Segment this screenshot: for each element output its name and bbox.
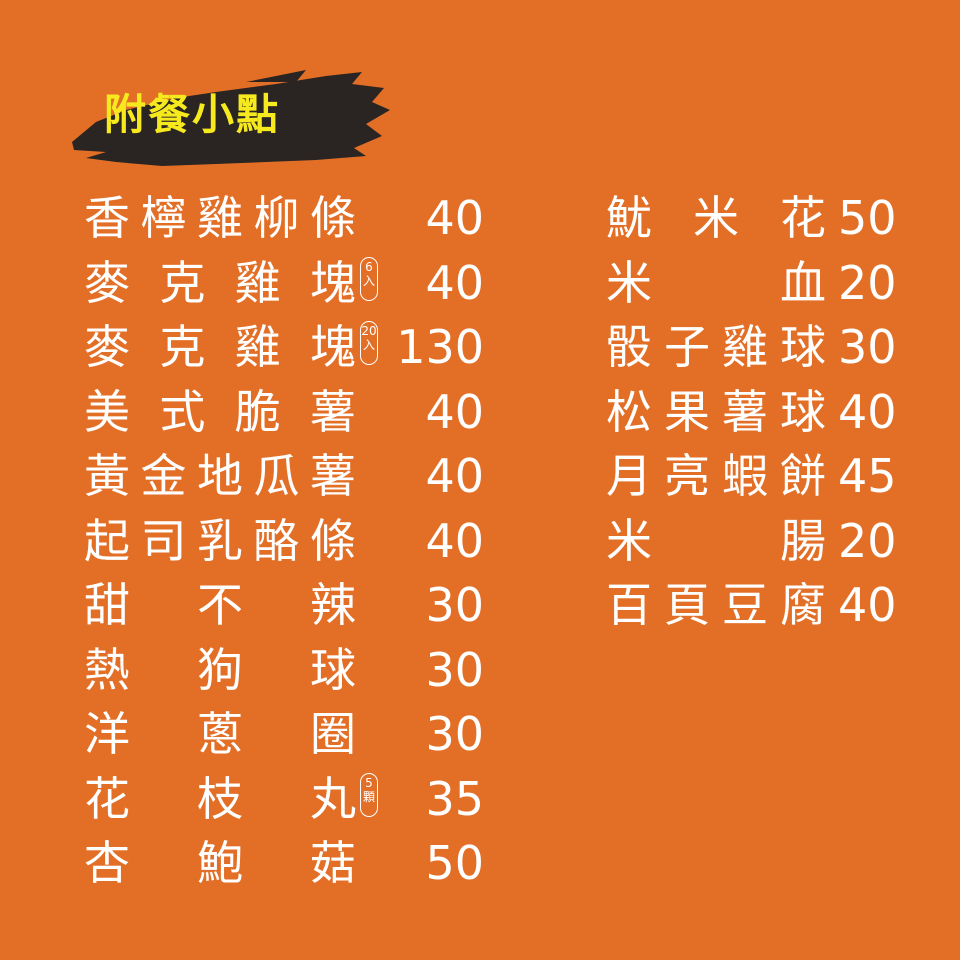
menu-item-price: 40 bbox=[425, 255, 484, 310]
brush-stroke-graphic bbox=[72, 70, 390, 166]
menu-item-name: 起司乳酪條 bbox=[84, 513, 356, 568]
menu-item-price: 40 bbox=[838, 578, 897, 632]
menu-item-name: 花枝丸 bbox=[84, 771, 356, 826]
menu-item-price: 30 bbox=[425, 707, 484, 761]
menu-item-name: 美式脆薯 bbox=[84, 384, 356, 439]
menu-item-name: 黃金地瓜薯 bbox=[84, 449, 356, 503]
menu-item-price: 30 bbox=[425, 642, 484, 697]
menu-item-name: 百頁豆腐 bbox=[606, 578, 826, 632]
menu-item-price: 40 bbox=[425, 513, 484, 568]
menu-item-name: 甜不辣 bbox=[84, 578, 356, 632]
menu-item-name: 洋蔥圈 bbox=[84, 707, 356, 761]
menu-item-name: 骰子雞球 bbox=[606, 320, 826, 374]
menu-item-price: 40 bbox=[425, 191, 484, 245]
menu-item-name: 杏鮑菇 bbox=[84, 836, 356, 890]
menu-item-price: 45 bbox=[838, 449, 897, 503]
menu-item-quantity-note: 6入 bbox=[360, 256, 378, 301]
title-banner bbox=[66, 62, 396, 170]
menu-item-name: 香檸雞柳條 bbox=[84, 191, 356, 245]
menu-item-price: 20 bbox=[838, 255, 897, 310]
page-title: 附餐小點 bbox=[104, 90, 281, 139]
menu-item-name: 麥克雞塊 bbox=[84, 255, 356, 310]
menu-item-price: 40 bbox=[838, 384, 897, 439]
menu-item-name: 松果薯球 bbox=[606, 384, 826, 439]
menu-item-price: 20 bbox=[838, 513, 897, 568]
menu-item-quantity-note: 20入 bbox=[360, 321, 378, 365]
menu-item-price: 30 bbox=[838, 320, 897, 374]
menu-item-name: 魷米花 bbox=[606, 191, 826, 245]
menu-item-price: 40 bbox=[425, 384, 484, 439]
menu-item-price: 30 bbox=[425, 578, 484, 632]
menu-item-price: 40 bbox=[425, 449, 484, 503]
menu-item-price: 130 bbox=[396, 320, 484, 374]
menu-item-price: 50 bbox=[838, 191, 897, 245]
menu-item-name: 月亮蝦餅 bbox=[606, 449, 826, 503]
menu-item-quantity-note: 5顆 bbox=[360, 772, 378, 817]
menu-item-name: 米血 bbox=[606, 255, 826, 310]
menu-item-price: 50 bbox=[425, 836, 484, 890]
menu-item-name: 熱狗球 bbox=[84, 642, 356, 697]
menu-item-price: 35 bbox=[425, 771, 484, 826]
menu-item-name: 米腸 bbox=[606, 513, 826, 568]
menu-item-name: 麥克雞塊 bbox=[84, 320, 356, 374]
